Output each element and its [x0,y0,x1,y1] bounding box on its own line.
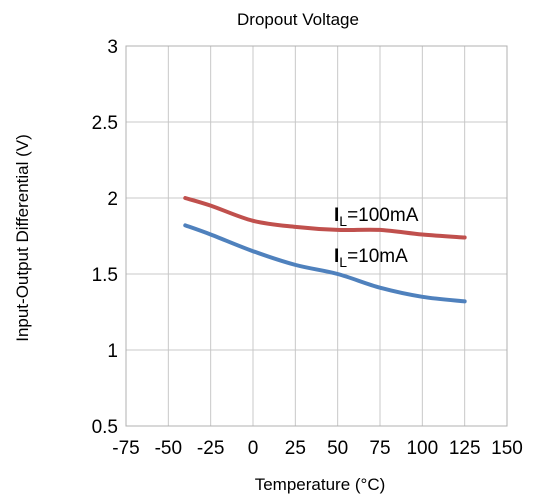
y-tick-label: 3 [107,37,118,58]
series-label-100ma: IL=100mA [334,205,419,229]
x-tick-label: 75 [369,438,390,459]
series-label-100ma-main: I [334,205,339,226]
series-label-10ma-main: I [334,246,339,267]
series-label-100ma-sub: L [339,213,347,229]
series-label-10ma: IL=10mA [334,246,408,270]
series-lines [183,196,467,304]
plot-frame [125,45,508,427]
y-tick-label: 1 [107,341,118,362]
y-axis-title: Input-Output Differential (V) [13,134,32,342]
x-tick-label: 25 [285,438,306,459]
y-tick-label: 1.5 [92,265,118,286]
x-tick-label: -25 [197,438,224,459]
x-tick-label: 100 [406,438,438,459]
x-tick-label: 50 [327,438,348,459]
series-line-10ma [183,223,467,304]
series-label-10ma-rest: =10mA [347,246,408,267]
x-tick-label: 125 [449,438,481,459]
series-label-100ma-rest: =100mA [347,205,419,226]
x-tick-label: 0 [248,438,259,459]
y-tick-label: 0.5 [92,417,118,438]
tick-labels: -75 -50 -25 0 25 50 75 100 125 150 0.5 1 1.5 2 2.5 3 [92,37,523,459]
y-tick-label: 2 [107,189,118,210]
x-axis-title: Temperature (°C) [255,475,386,494]
y-tick-label: 2.5 [92,113,118,134]
series-label-10ma-sub: L [339,254,347,270]
x-tick-label: 150 [491,438,523,459]
chart-title: Dropout Voltage [237,10,359,29]
x-tick-label: -75 [112,438,139,459]
x-tick-label: -50 [155,438,182,459]
series-line-100ma [183,196,467,240]
